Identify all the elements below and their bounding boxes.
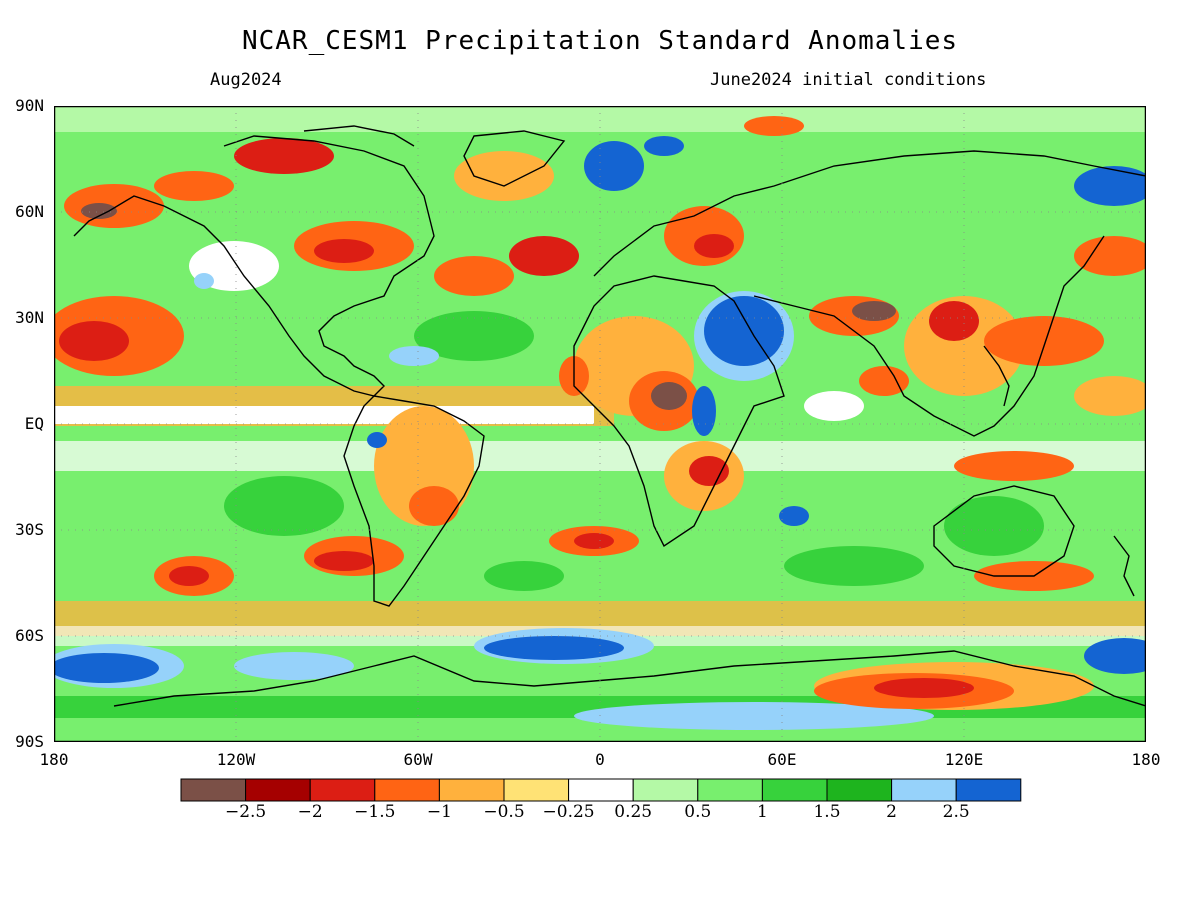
colorbar [180,778,1022,802]
lon-label-120w: 120W [216,750,256,769]
colorbar-swatch [891,778,957,802]
colorbar-label: −0.5 [483,802,525,822]
graticule [54,106,1146,742]
lon-label-180w: 180 [39,750,69,769]
colorbar-swatch [761,778,828,802]
chart-title: NCAR_CESM1 Precipitation Standard Anomal… [241,26,959,56]
colorbar-swatch [438,778,505,802]
colorbar-swatch [245,778,311,802]
colorbar-label: −2.5 [224,802,267,822]
colorbar-label: 0.25 [614,802,653,822]
colorbar-label: 2.5 [942,802,970,822]
lon-label-60e: 60E [767,750,797,769]
colorbar-swatch [180,778,247,802]
colorbar-swatch [955,778,1022,802]
init-conditions-label: June2024 initial conditions [710,70,987,90]
colorbar-label: 1.5 [813,802,841,822]
lon-label-120e: 120E [944,750,984,769]
colorbar-label: −1 [426,802,452,822]
lat-label-60s: 60S [15,626,44,645]
colorbar-swatch [374,778,440,802]
map-frame [54,106,1146,742]
colorbar-label: −0.25 [542,802,595,822]
lat-label-60n: 60N [15,202,44,221]
valid-month-label: Aug2024 [210,70,282,90]
colorbar-swatch [309,778,376,802]
colorbar-label: 1 [756,802,768,822]
colorbar-swatch [697,778,763,802]
lat-label-90n: 90N [15,96,44,115]
lon-label-0: 0 [595,750,605,769]
lon-label-180e: 180 [1131,750,1161,769]
colorbar-swatch [826,778,893,802]
lat-label-eq: EQ [24,414,44,433]
lon-label-60w: 60W [403,750,433,769]
coastlines [73,125,1146,707]
colorbar-swatch [632,778,699,802]
colorbar-label: −1.5 [354,802,396,822]
anomaly-map [54,106,1146,742]
colorbar-label: 2 [886,802,897,822]
colorbar-swatch [503,778,570,802]
colorbar-swatch [568,778,634,802]
lat-label-90s: 90S [15,732,44,751]
colorbar-label: 0.5 [684,802,712,822]
lat-label-30s: 30S [15,520,44,539]
colorbar-label: −2 [297,802,323,822]
lat-label-30n: 30N [15,308,44,327]
